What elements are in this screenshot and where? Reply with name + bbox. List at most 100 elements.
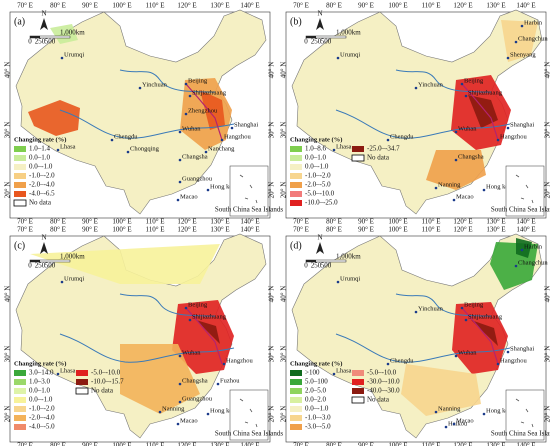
city-label: Guangzhou [182,175,213,182]
legend-label: 2.0–5.0 [305,387,327,395]
legend-swatch [14,191,26,197]
scale-bar [306,260,316,262]
lat-label: 20° N [268,406,276,423]
scale-tick: 250 [311,262,322,270]
legend-label: 1.0–3.0 [29,378,51,386]
lon-label: 130° E [210,442,229,446]
legend-label: >100 [305,369,320,377]
lon-label: 90° E [358,218,374,226]
city-dot [206,188,210,192]
city-label: Wuhan [182,349,201,356]
legend-label: No data [91,387,114,395]
city-dot [514,40,518,44]
legend-label: 0.0–1.0 [305,154,327,162]
city-label: Wuhan [182,125,201,132]
city-label: Beijing [464,77,484,84]
city-dot [178,180,182,184]
panel-label: (c) [14,240,25,251]
lon-label: 120° E [177,218,196,226]
city-label: Yinchuan [418,81,444,88]
inset-box [505,389,545,441]
city-dot [506,126,510,130]
rate-region [28,100,80,136]
lon-label: 110° E [421,442,440,446]
lon-label: 130° E [210,226,229,234]
legend-title: Changing rate (%) [14,360,66,367]
city-label: Hangzhou [500,357,527,364]
legend-title: Changing rate (%) [290,360,342,367]
city-dot [520,248,524,252]
lon-label: 90° E [82,226,98,234]
legend-swatch [14,182,26,188]
city-dot [496,362,500,366]
lat-label: 40° N [544,62,550,79]
scale-label: 1,000km [60,29,85,37]
legend-label: -40.0–-30.0 [367,387,400,395]
legend-label: -2.0–-4.0 [29,414,55,422]
lon-label: 70° E [17,442,33,446]
lat-label: 20° N [280,406,288,423]
legend-swatch [14,406,26,412]
lon-label: 70° E [293,442,309,446]
legend-label: -5.0–-10.0 [305,190,335,198]
lat-label: 40° N [280,62,288,79]
legend-label: -1.0–-2.0 [29,405,55,413]
legend-label: -10.0–-15.7 [91,378,124,386]
city-dot [496,138,500,142]
lon-label: 130° E [486,2,505,10]
city-dot [184,82,188,86]
legend-swatch [290,379,302,385]
scale-tick: 250 [35,262,46,270]
scale-label: 1,000km [60,253,85,261]
lon-label: 120° E [453,442,472,446]
city-label: Shijiazhuang [468,313,503,320]
legend-swatch [352,388,364,394]
canal [185,83,223,141]
city-label: Nanning [438,181,461,188]
city-dot [188,94,192,98]
lon-label: 140° E [516,2,535,10]
city-dot [178,130,182,134]
river [395,293,492,317]
city-label: Lhasa [336,143,352,150]
city-label: Chengdu [114,133,138,140]
legend-swatch [351,154,365,162]
lon-label: 140° E [516,218,535,226]
legend-label: 0.0–1.0 [29,387,51,395]
city-dot [464,318,468,322]
city-dot [220,138,224,142]
scale-tick: 250 [311,38,322,46]
legend-label: -4.0–-6.5 [29,190,55,198]
legend-swatch [352,146,364,152]
legend-swatch [290,155,302,161]
city-dot [520,24,524,28]
legend-label: -30.0–-10.0 [367,378,400,386]
city-label: Shenyang [510,51,536,58]
legend-title: Changing rate (%) [290,136,342,143]
lon-label: 120° E [177,442,196,446]
lat-label: 30° N [268,122,276,139]
legend-swatch [14,379,26,385]
city-dot [482,188,486,192]
legend-label: -10.0–-25.0 [305,199,338,207]
lon-label: 140° E [240,218,259,226]
city-label: Wuhan [458,349,477,356]
map-panel: 70° E 70° E 80° E 80° E 90° E 90° E 100° E 100°… [280,226,550,446]
city-dot [60,280,64,284]
inset-label: South China Sea Islands [491,206,550,214]
lon-label: 90° E [358,226,374,234]
legend-swatch [352,370,364,376]
inset-islands [515,398,534,428]
inset-label: South China Sea Islands [215,206,284,214]
inset-islands [515,174,534,204]
rate-region [426,150,486,190]
lon-label: 120° E [453,2,472,10]
lon-label: 80° E [50,2,66,10]
legend-swatch [290,424,302,430]
legend-label: -5.0–-10.0 [91,369,121,377]
lon-label: 100° E [388,218,407,226]
lon-label: 80° E [326,2,342,10]
city-label: Shijiazhuang [468,89,503,96]
legend-swatch [352,379,364,385]
